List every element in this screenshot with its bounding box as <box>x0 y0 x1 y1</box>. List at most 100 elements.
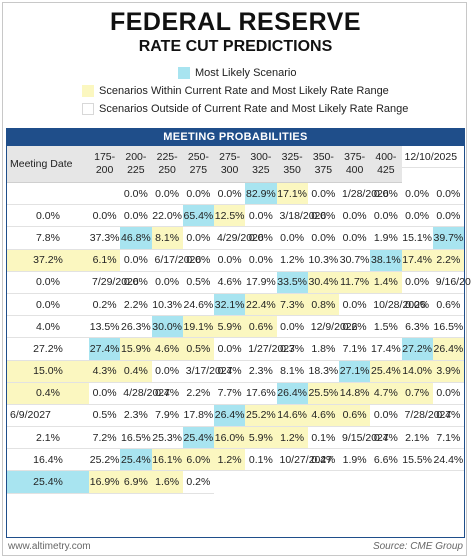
row-meeting-date: 6/9/2027 <box>7 405 89 428</box>
table-cell: 25.2% <box>89 449 121 472</box>
table-cell: 6.6% <box>370 449 402 472</box>
table-cell: 4.3% <box>89 360 121 383</box>
table-cell: 0.4% <box>151 383 183 405</box>
cell-most-likely: 82.9% <box>245 183 277 206</box>
column-header-range: 275- 300 <box>214 146 246 183</box>
table-cell: 5.9% <box>245 427 277 450</box>
table-cell: 0.0% <box>120 272 152 294</box>
table-cell: 4.6% <box>151 338 183 361</box>
table-cell: 4.7% <box>370 382 402 405</box>
table-cell: 22.0% <box>151 205 183 228</box>
table-cell: 0.0% <box>214 338 246 361</box>
table-cell: 0.0% <box>182 183 214 206</box>
table-cell: 0.6% <box>245 316 277 339</box>
table-cell: 0.2% <box>89 294 121 317</box>
table-cell: 7.9% <box>151 405 183 428</box>
cell-most-likely: 27.1% <box>339 360 371 383</box>
table-cell: 8.1% <box>276 361 308 383</box>
cell-most-likely: 39.7% <box>432 227 464 250</box>
table-cell: 0.8% <box>307 293 339 317</box>
table-cell: 0.0% <box>7 205 89 228</box>
legend-label: Most Likely Scenario <box>195 67 297 79</box>
table-cell: 7.2% <box>89 427 121 450</box>
row-meeting-date: 12/10/2025 <box>401 146 457 169</box>
table-cell: 6.1% <box>89 249 121 272</box>
table-cell: 0.0% <box>432 183 464 206</box>
table-cell: 0.0% <box>370 183 402 206</box>
table-cell: 2.3% <box>245 361 277 383</box>
table-cell: 3.9% <box>432 360 464 383</box>
table-cell: 2.2% <box>432 249 464 272</box>
cell-most-likely: 33.5% <box>276 271 308 294</box>
cell-most-likely: 25.4% <box>182 427 214 450</box>
table-cell: 16.5% <box>432 316 464 339</box>
column-header-range: 300- 325 <box>245 146 277 183</box>
row-meeting-date: 10/27/2027 <box>276 449 332 472</box>
table-cell: 0.0% <box>339 294 371 317</box>
table-cell: 7.3% <box>276 293 308 317</box>
cell-most-likely: 38.1% <box>370 249 402 272</box>
table-cell: 1.4% <box>370 271 402 294</box>
table-cell: 0.0% <box>120 250 152 272</box>
table-cell: 0.0% <box>401 294 433 317</box>
table-cell: 0.6% <box>432 294 464 317</box>
table-cell: 0.2% <box>182 471 214 494</box>
table-cell: 0.0% <box>370 205 402 228</box>
table-cell: 0.4% <box>370 427 402 450</box>
table-cell: 16.9% <box>89 471 121 494</box>
table-cell: 1.2% <box>276 427 308 450</box>
table-cell: 0.0% <box>214 183 246 206</box>
column-header-date: Meeting Date <box>7 146 89 183</box>
row-meeting-date: 12/9/2026 <box>307 316 357 339</box>
table-cell: 6.0% <box>182 449 214 472</box>
legend-swatch-yellow <box>82 85 94 97</box>
table-cell: 27.2% <box>7 338 89 361</box>
table-cell: 30.7% <box>339 250 371 272</box>
footer-source: Source: CME Group <box>372 541 463 552</box>
table-cell: 0.0% <box>7 294 89 317</box>
legend-swatch-white <box>82 103 94 115</box>
table-cell: 25.4% <box>370 360 402 383</box>
cell-most-likely: 65.4% <box>182 205 214 228</box>
cell-most-likely: 25.4% <box>7 471 89 494</box>
table-cell: 17.4% <box>401 249 433 272</box>
table-cell: 2.1% <box>401 427 433 450</box>
table-title: MEETING PROBABILITIES <box>7 129 464 146</box>
table-cell: 24.6% <box>182 294 214 317</box>
table-cell: 0.0% <box>307 227 339 250</box>
table-cell: 0.0% <box>401 183 433 206</box>
table-cell: 16.5% <box>120 427 152 450</box>
table-cell: 14.0% <box>401 360 433 383</box>
footer-website: www.altimetry.com <box>8 541 91 552</box>
table-cell: 15.9% <box>120 338 152 361</box>
table-cell: 0.0% <box>370 405 402 428</box>
row-meeting-date: 9/15/2027 <box>339 427 389 450</box>
table-cell: 0.0% <box>7 272 89 294</box>
table-cell: 0.0% <box>307 205 339 228</box>
table-cell: 0.4% <box>7 382 89 405</box>
probability-table: MEETING PROBABILITIES Meeting Date 175- 20… <box>6 128 471 538</box>
table-cell: 6.9% <box>120 471 152 494</box>
table-cell: 0.0% <box>245 205 277 228</box>
table-cell: 1.2% <box>276 250 308 272</box>
table-cell: 13.5% <box>89 316 121 339</box>
table-cell: 17.1% <box>276 183 308 206</box>
legend-item-outside-range: Scenarios Outside of Current Rate and Mo… <box>82 103 408 115</box>
row-meeting-date: 3/17/2027 <box>182 361 232 383</box>
row-meeting-date: 4/29/2026 <box>214 227 264 250</box>
table-cell: 0.0% <box>401 272 433 294</box>
table-cell: 25.2% <box>245 404 277 428</box>
cell-most-likely: 26.4% <box>276 382 308 405</box>
table-cell: 0.0% <box>276 316 308 339</box>
table-cell: 17.6% <box>245 383 277 405</box>
table-cell: 0.1% <box>245 449 277 472</box>
column-header-range: 400- 425 <box>370 146 402 183</box>
table-cell: 26.4% <box>432 338 464 361</box>
column-header-range: 200- 225 <box>120 146 152 183</box>
table-cell: 16.1% <box>151 449 183 472</box>
table-cell: 0.2% <box>339 316 371 339</box>
table-cell: 0.0% <box>120 183 152 206</box>
legend-label: Scenarios Outside of Current Rate and Mo… <box>99 103 409 115</box>
row-meeting-date: 7/28/2027 <box>401 405 451 428</box>
row-meeting-date: 1/28/2026 <box>339 183 389 206</box>
